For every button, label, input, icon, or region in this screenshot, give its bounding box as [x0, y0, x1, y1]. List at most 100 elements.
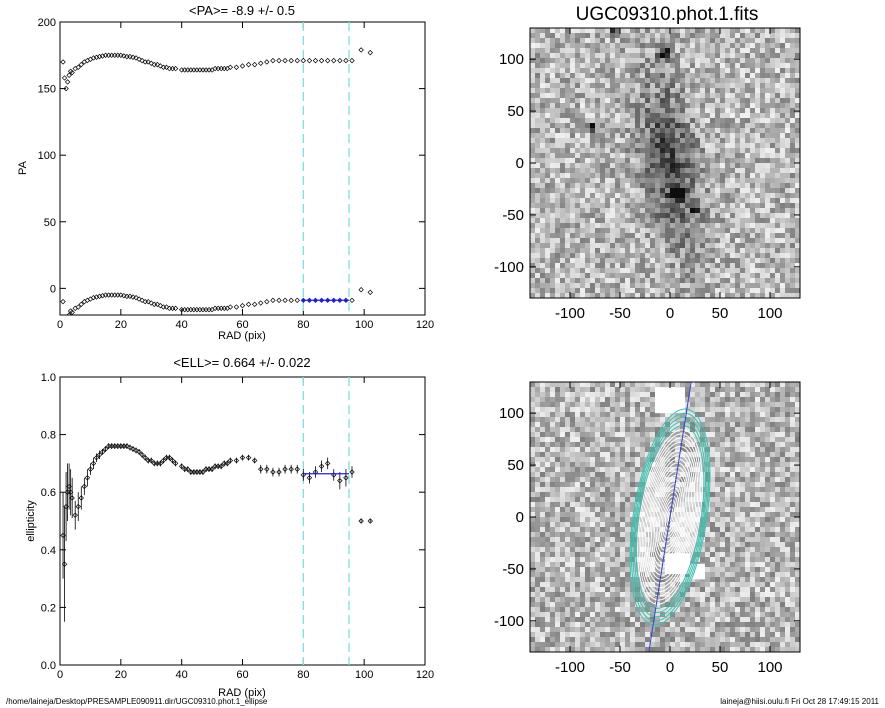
image-pixel [670, 273, 676, 279]
image-pixel [720, 138, 726, 144]
image-pixel [650, 597, 656, 603]
image-pixel [550, 507, 556, 513]
image-pixel [575, 63, 581, 69]
image-pixel [640, 38, 646, 44]
image-pixel [600, 417, 606, 423]
image-pixel [715, 38, 721, 44]
image-pixel [545, 178, 551, 184]
image-pixel [550, 53, 556, 59]
image-pixel [605, 477, 611, 483]
image-pixel [615, 138, 621, 144]
image-pixel [655, 382, 661, 388]
image-pixel [750, 123, 756, 129]
image-pixel [725, 38, 731, 44]
image-pixel [715, 233, 721, 239]
image-pixel [565, 522, 571, 528]
image-pixel [540, 108, 546, 114]
image-pixel [670, 432, 676, 438]
image-pixel [635, 43, 641, 49]
image-pixel [630, 472, 636, 478]
image-pixel [650, 183, 656, 189]
image-pixel [560, 223, 566, 229]
image-pixel [560, 602, 566, 608]
image-pixel [620, 88, 626, 94]
image-pixel [675, 163, 681, 169]
image-pixel [565, 392, 571, 398]
image-pixel [660, 33, 666, 39]
image-pixel [665, 213, 671, 219]
image-pixel [565, 243, 571, 249]
image-pixel [535, 288, 541, 294]
image-pixel [650, 293, 656, 298]
image-pixel [690, 133, 696, 139]
image-pixel [700, 193, 706, 199]
image-pixel [715, 288, 721, 294]
image-pixel [670, 248, 676, 254]
image-pixel [670, 98, 676, 104]
image-pixel [645, 33, 651, 39]
image-pixel [575, 163, 581, 169]
image-pixel [790, 173, 796, 179]
image-pixel [530, 617, 536, 623]
image-pixel [590, 502, 596, 508]
image-pixel [640, 597, 646, 603]
image-pixel [640, 183, 646, 189]
image-pixel [705, 233, 711, 239]
image-pixel [635, 178, 641, 184]
image-pixel [590, 422, 596, 428]
image-pixel [710, 203, 716, 209]
image-pixel [635, 402, 641, 408]
image-pixel [535, 53, 541, 59]
data-point [227, 457, 234, 464]
image-pixel [755, 203, 761, 209]
image-pixel [620, 427, 626, 433]
image-pixel [635, 138, 641, 144]
image-pixel [665, 457, 671, 463]
image-pixel [585, 552, 591, 558]
image-pixel [550, 213, 556, 219]
data-point [121, 443, 127, 449]
image-pixel [545, 258, 551, 264]
image-pixel [710, 178, 716, 184]
image-pixel [615, 293, 621, 298]
image-pixel [535, 68, 541, 74]
image-pixel [675, 283, 681, 289]
image-pixel [750, 178, 756, 184]
image-pixel [715, 163, 721, 169]
image-pixel [560, 427, 566, 433]
image-pixel [535, 263, 541, 269]
image-pixel [545, 78, 551, 84]
image-pixel [595, 407, 601, 413]
image-pixel [610, 148, 616, 154]
image-pixel [610, 627, 616, 633]
image-pixel [610, 477, 616, 483]
image-pixel [530, 632, 536, 638]
image-pixel [645, 48, 651, 54]
image-pixel [605, 442, 611, 448]
image-pixel [795, 28, 800, 34]
image-pixel [610, 223, 616, 229]
image-pixel [740, 53, 746, 59]
image-pixel [755, 223, 761, 229]
image-pixel [705, 273, 711, 279]
image-pixel [715, 88, 721, 94]
image-pixel [595, 532, 601, 538]
image-pixel [635, 612, 641, 618]
image-pixel [550, 597, 556, 603]
image-pixel [750, 273, 756, 279]
image-pixel [550, 178, 556, 184]
image-pixel [705, 103, 711, 109]
image-pixel [625, 552, 631, 558]
data-point [75, 503, 81, 510]
image-pixel [595, 447, 601, 453]
image-pixel [620, 58, 626, 64]
image-pixel [670, 587, 676, 593]
image-pixel [600, 602, 606, 608]
image-pixel [665, 427, 671, 433]
image-pixel [720, 168, 726, 174]
image-pixel [620, 502, 626, 508]
image-pixel [735, 218, 741, 224]
image-pixel [580, 233, 586, 239]
image-pixel [710, 223, 716, 229]
data-point [63, 85, 69, 92]
